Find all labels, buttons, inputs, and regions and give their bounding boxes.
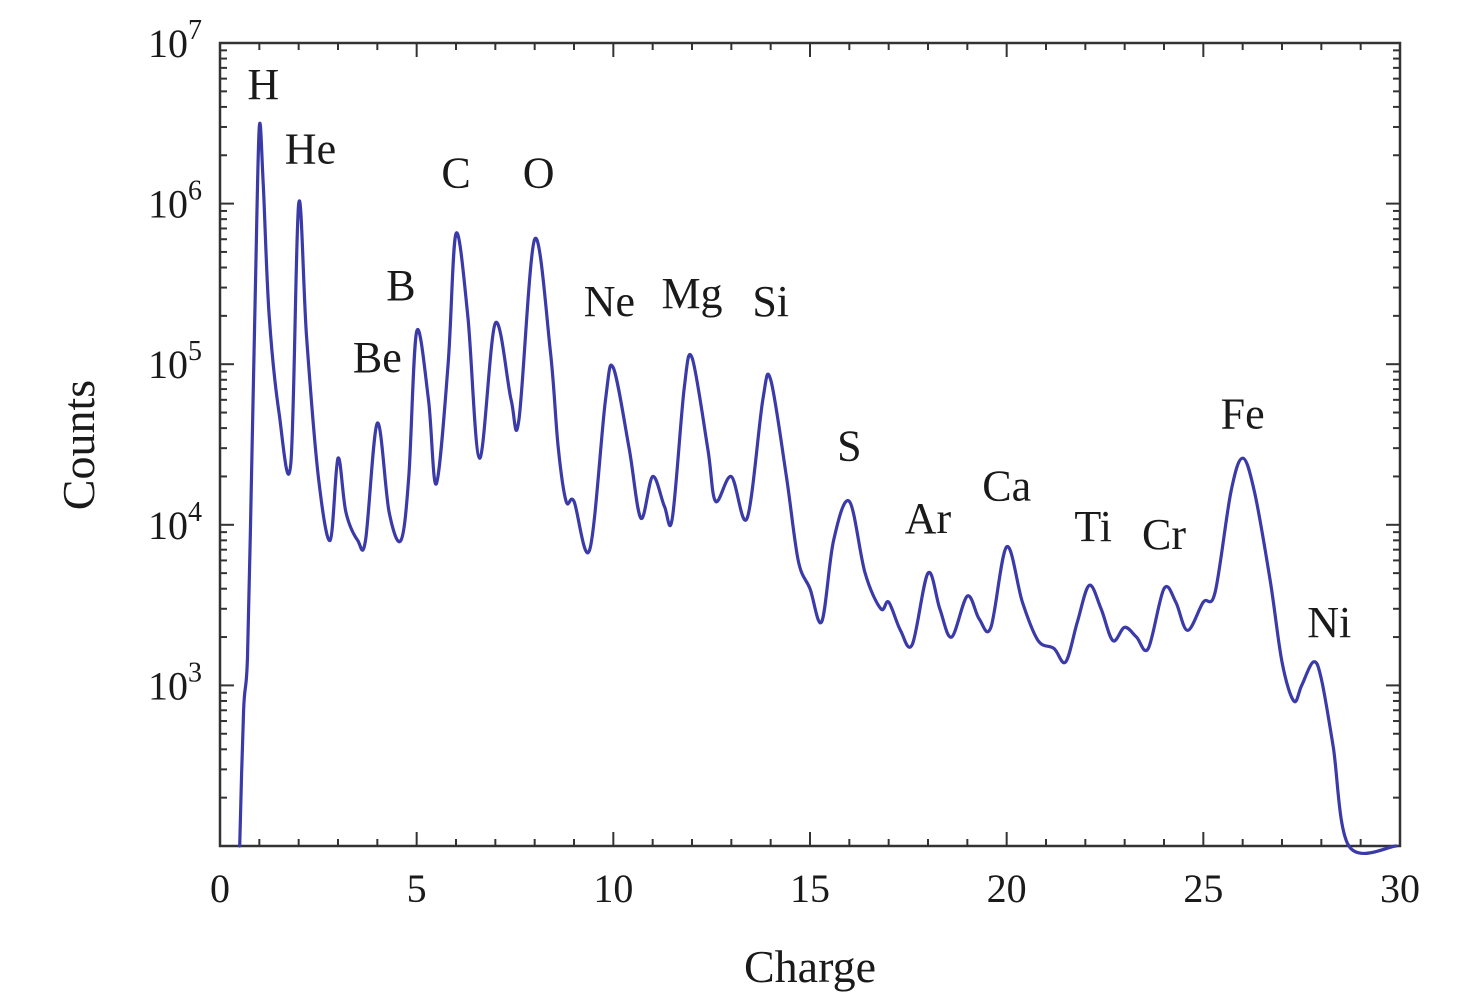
element-labels: HHe Be B C O Ne Mg Si S Ar Ca Ti Cr Fe Ni xyxy=(247,60,1351,647)
x-tick-label: 10 xyxy=(593,866,633,911)
spectrum-curve xyxy=(238,121,1398,855)
element-label-c: C xyxy=(441,149,470,198)
x-tick-label: 30 xyxy=(1380,866,1420,911)
element-label-o: O xyxy=(523,149,555,198)
element-label-mg: Mg xyxy=(661,269,722,318)
spectrum-series xyxy=(238,121,1398,855)
element-label-si: Si xyxy=(752,277,789,326)
y-axis-title: Counts xyxy=(53,380,104,510)
element-label-h: H xyxy=(247,60,279,109)
x-tick-label: 5 xyxy=(407,866,427,911)
axes: 0 5 10 15 20 25 30 103 104 105 106 107 xyxy=(148,15,1420,911)
y-tick-label: 103 xyxy=(148,657,202,708)
y-tick-label: 107 xyxy=(148,15,202,66)
y-tick-label: 105 xyxy=(148,336,202,387)
element-label-s: S xyxy=(837,422,861,471)
element-label-fe: Fe xyxy=(1221,389,1265,438)
x-tick-label: 25 xyxy=(1183,866,1223,911)
element-label-be: Be xyxy=(353,333,402,382)
x-tick-label: 20 xyxy=(987,866,1027,911)
element-label-ti: Ti xyxy=(1074,502,1112,551)
y-tick-label: 106 xyxy=(148,176,202,227)
x-tick-label: 15 xyxy=(790,866,830,911)
element-label-he: He xyxy=(285,124,336,173)
element-label-ca: Ca xyxy=(982,462,1031,511)
element-label-ar: Ar xyxy=(905,494,952,543)
element-label-ne: Ne xyxy=(584,277,635,326)
y-tick-label: 104 xyxy=(148,497,202,548)
x-axis-title: Charge xyxy=(744,941,876,992)
plot-frame xyxy=(218,41,1402,848)
x-tick-label: 0 xyxy=(210,866,230,911)
element-label-ni: Ni xyxy=(1307,598,1351,647)
element-label-b: B xyxy=(386,261,415,310)
element-label-cr: Cr xyxy=(1142,510,1186,559)
